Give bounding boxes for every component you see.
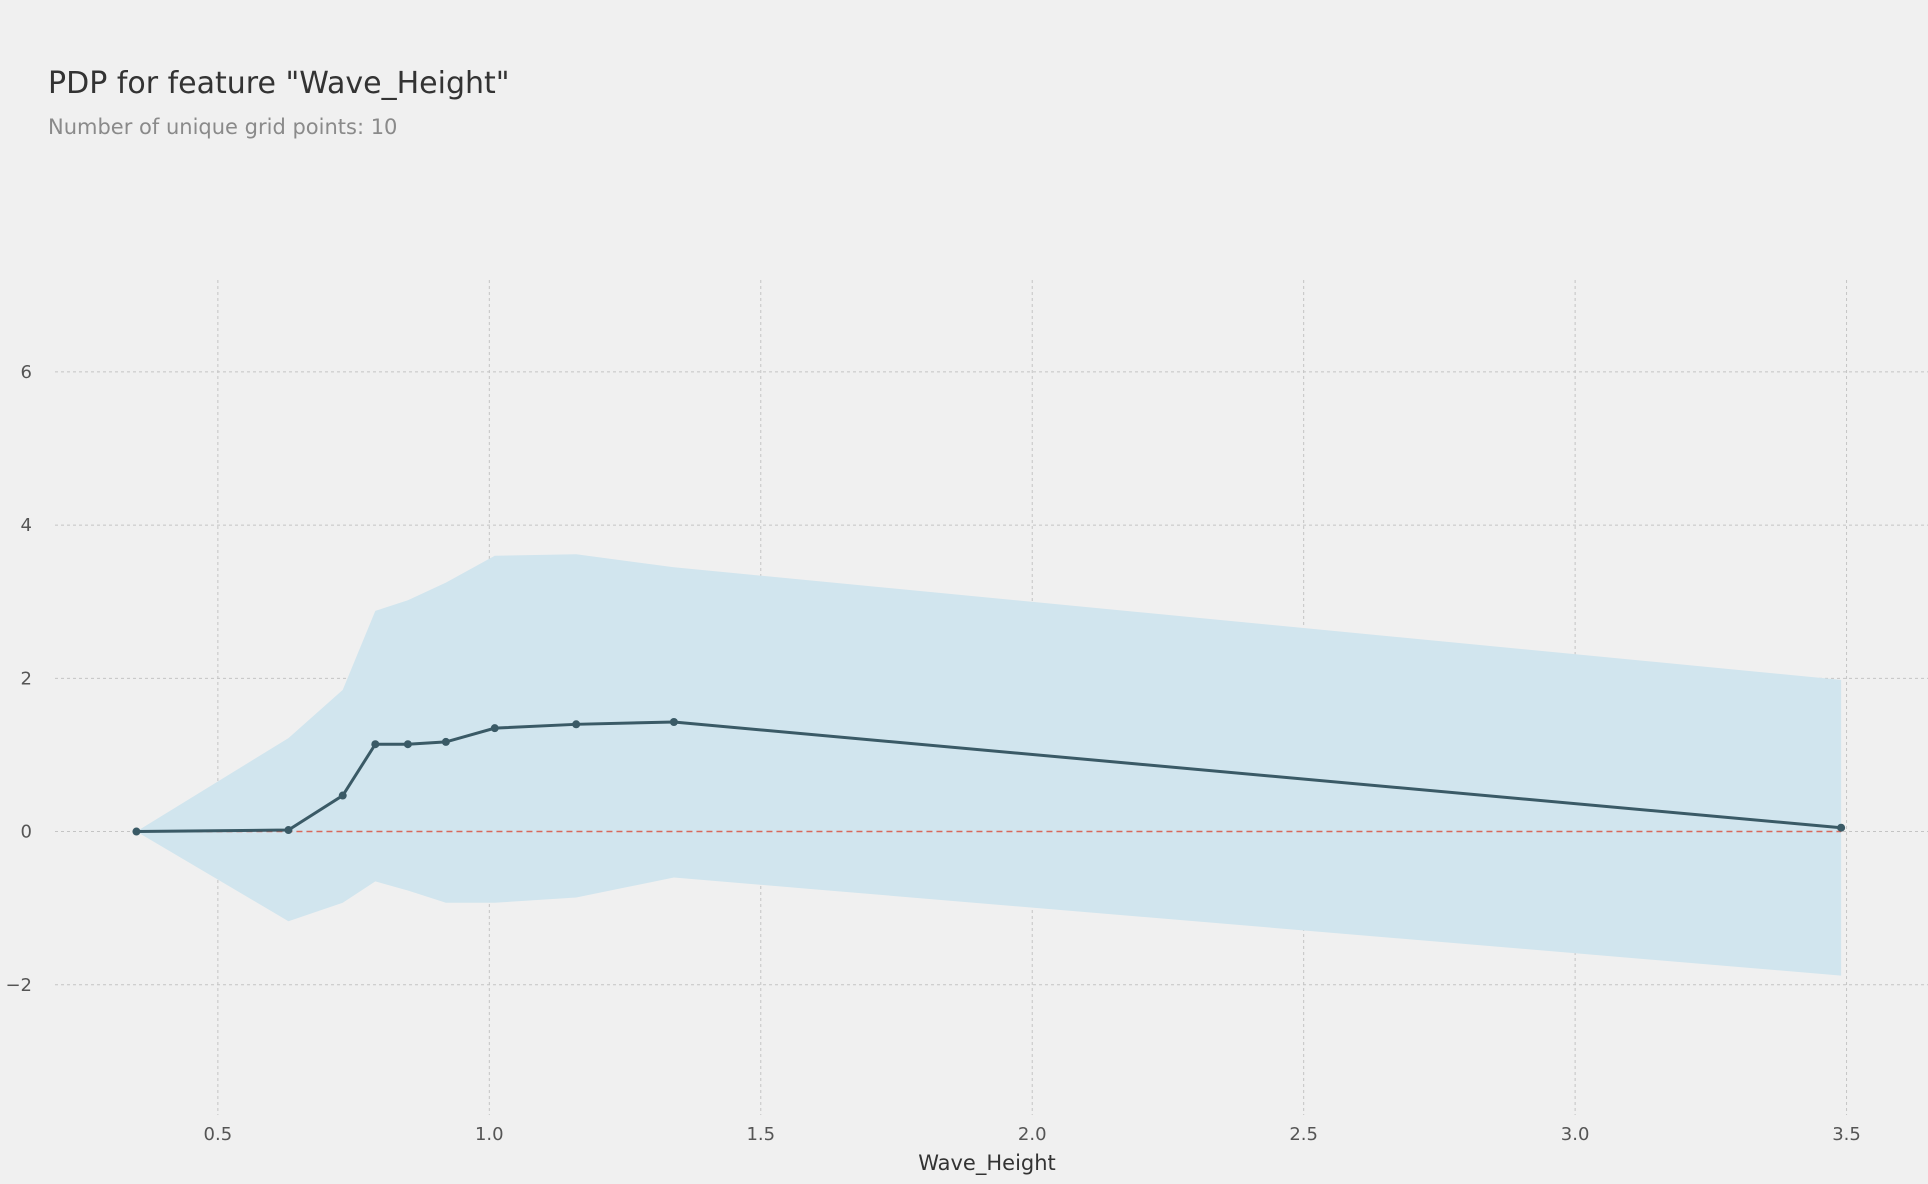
x-tick-label: 3.5: [1832, 1124, 1861, 1145]
y-tick-label: 2: [21, 668, 32, 689]
confidence-band-layer: [136, 554, 1842, 976]
pdp-point: [572, 720, 581, 729]
x-tick-label: 1.5: [746, 1124, 775, 1145]
pdp-point: [1837, 823, 1846, 832]
x-axis-label: Wave_Height: [918, 1151, 1056, 1176]
pdp-line: [136, 720, 1842, 834]
pdp-point: [371, 740, 380, 749]
x-tick-label: 1.0: [475, 1124, 504, 1145]
chart-title: PDP for feature "Wave_Height": [48, 66, 510, 101]
pdp-point: [284, 826, 293, 835]
x-tick-labels: 0.5 1.0 1.5 2.0 2.5 3.0 3.5: [204, 1124, 1861, 1145]
pdp-point: [338, 791, 347, 800]
title-block: PDP for feature "Wave_Height" Number of …: [48, 66, 510, 139]
y-tick-labels: −2 0 2 4 6: [5, 362, 32, 996]
confidence-band: [136, 554, 1842, 976]
pdp-point: [132, 827, 141, 836]
pdp-point: [669, 718, 678, 727]
x-tick-label: 2.5: [1289, 1124, 1318, 1145]
y-tick-label: 4: [21, 515, 32, 536]
pdp-point: [403, 740, 412, 749]
pdp-point: [441, 737, 450, 746]
y-tick-label: 0: [21, 822, 32, 843]
x-tick-label: 2.0: [1018, 1124, 1047, 1145]
x-tick-label: 3.0: [1561, 1124, 1590, 1145]
y-tick-label: −2: [5, 975, 32, 996]
series-layer: [132, 718, 1846, 836]
y-tick-label: 6: [21, 362, 32, 383]
x-tick-label: 0.5: [204, 1124, 233, 1145]
pdp-point: [490, 724, 499, 733]
chart-subtitle: Number of unique grid points: 10: [48, 115, 398, 139]
